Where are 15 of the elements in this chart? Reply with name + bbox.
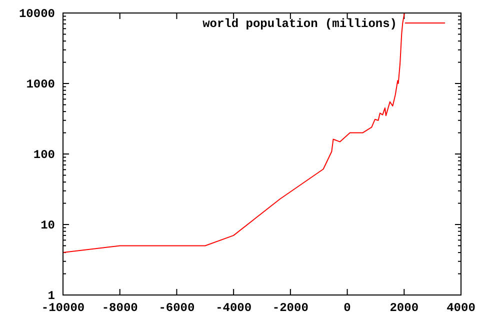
y-tick-label: 10: [40, 218, 55, 232]
x-tick-label: 2000: [390, 301, 419, 315]
x-tick-label: -2000: [272, 301, 308, 315]
x-tick-label: -10000: [41, 301, 85, 315]
x-tick-label: 0: [344, 301, 351, 315]
y-tick-label: 100: [33, 148, 55, 162]
line-series: [62, 12, 405, 254]
x-tick-label: 4000: [446, 301, 476, 315]
y-tick-label: 1: [48, 289, 55, 303]
y-tick-label: 1000: [26, 78, 55, 92]
y-tick-label: 10000: [18, 7, 55, 21]
x-tick-label: -6000: [158, 301, 195, 315]
x-tick-label: -8000: [102, 301, 138, 315]
x-tick-label: -4000: [216, 301, 252, 315]
series-label: world population (millions): [202, 17, 397, 31]
